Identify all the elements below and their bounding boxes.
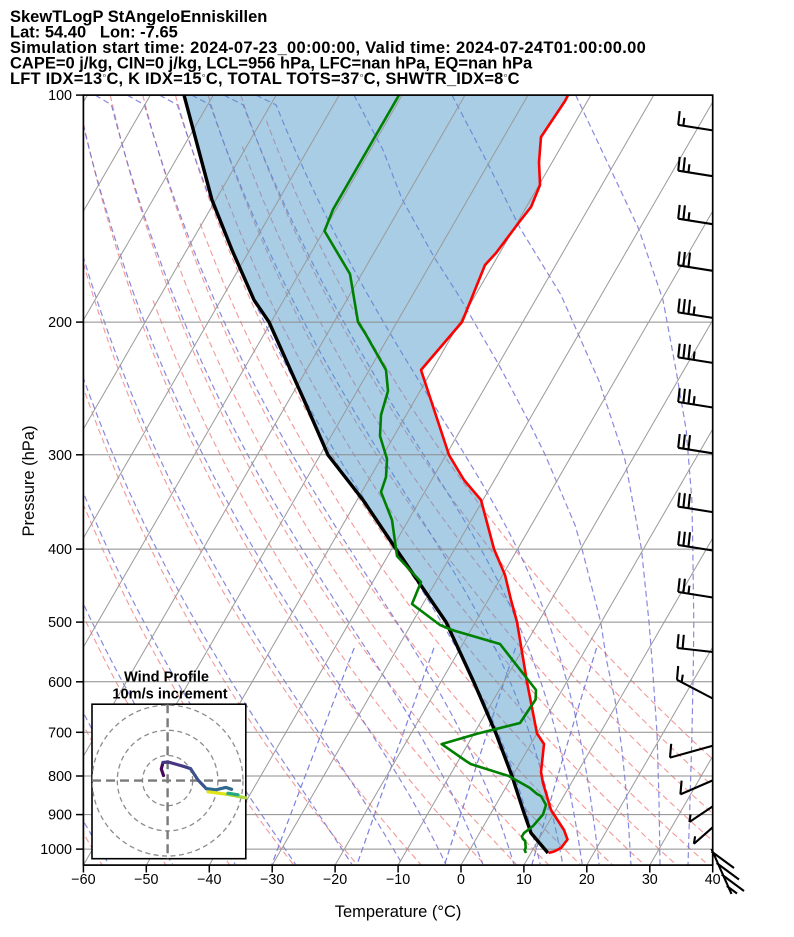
svg-text:Simulation start time: 2024-07: Simulation start time: 2024-07-23_00:00:… (10, 39, 646, 57)
svg-text:700: 700 (48, 725, 72, 741)
svg-text:−30: −30 (260, 872, 284, 888)
svg-text:−40: −40 (197, 872, 221, 888)
svg-text:400: 400 (48, 542, 72, 558)
svg-text:Pressure (hPa): Pressure (hPa) (20, 426, 38, 537)
svg-text:Wind Profile: Wind Profile (124, 670, 209, 686)
svg-text:200: 200 (48, 315, 72, 331)
svg-text:−60: −60 (71, 872, 95, 888)
svg-text:800: 800 (48, 769, 72, 785)
svg-text:LFT IDX=13◦C, K IDX=15◦C, TOTA: LFT IDX=13◦C, K IDX=15◦C, TOTAL TOTS=37◦… (10, 70, 520, 88)
svg-text:1000: 1000 (40, 842, 72, 858)
svg-text:900: 900 (48, 808, 72, 824)
svg-text:CAPE=0 j/kg, CIN=0 j/kg, LCL=9: CAPE=0 j/kg, CIN=0 j/kg, LCL=956 hPa, LF… (10, 54, 533, 72)
svg-text:20: 20 (579, 872, 595, 888)
svg-text:40: 40 (705, 872, 721, 888)
svg-text:10m/s increment: 10m/s increment (112, 687, 227, 703)
svg-text:0: 0 (457, 872, 465, 888)
svg-text:Temperature (°C): Temperature (°C) (335, 903, 462, 921)
svg-text:600: 600 (48, 675, 72, 691)
svg-text:Lat: 54.40 Lon: -7.65: Lat: 54.40 Lon: -7.65 (10, 23, 178, 41)
svg-text:SkewTLogP StAngeloEnniskillen: SkewTLogP StAngeloEnniskillen (10, 8, 267, 26)
svg-text:−10: −10 (386, 872, 410, 888)
svg-text:−20: −20 (323, 872, 347, 888)
svg-text:500: 500 (48, 615, 72, 631)
svg-text:30: 30 (642, 872, 658, 888)
svg-text:−50: −50 (134, 872, 158, 888)
svg-text:100: 100 (48, 88, 72, 104)
svg-text:300: 300 (48, 448, 72, 464)
svg-text:10: 10 (516, 872, 532, 888)
